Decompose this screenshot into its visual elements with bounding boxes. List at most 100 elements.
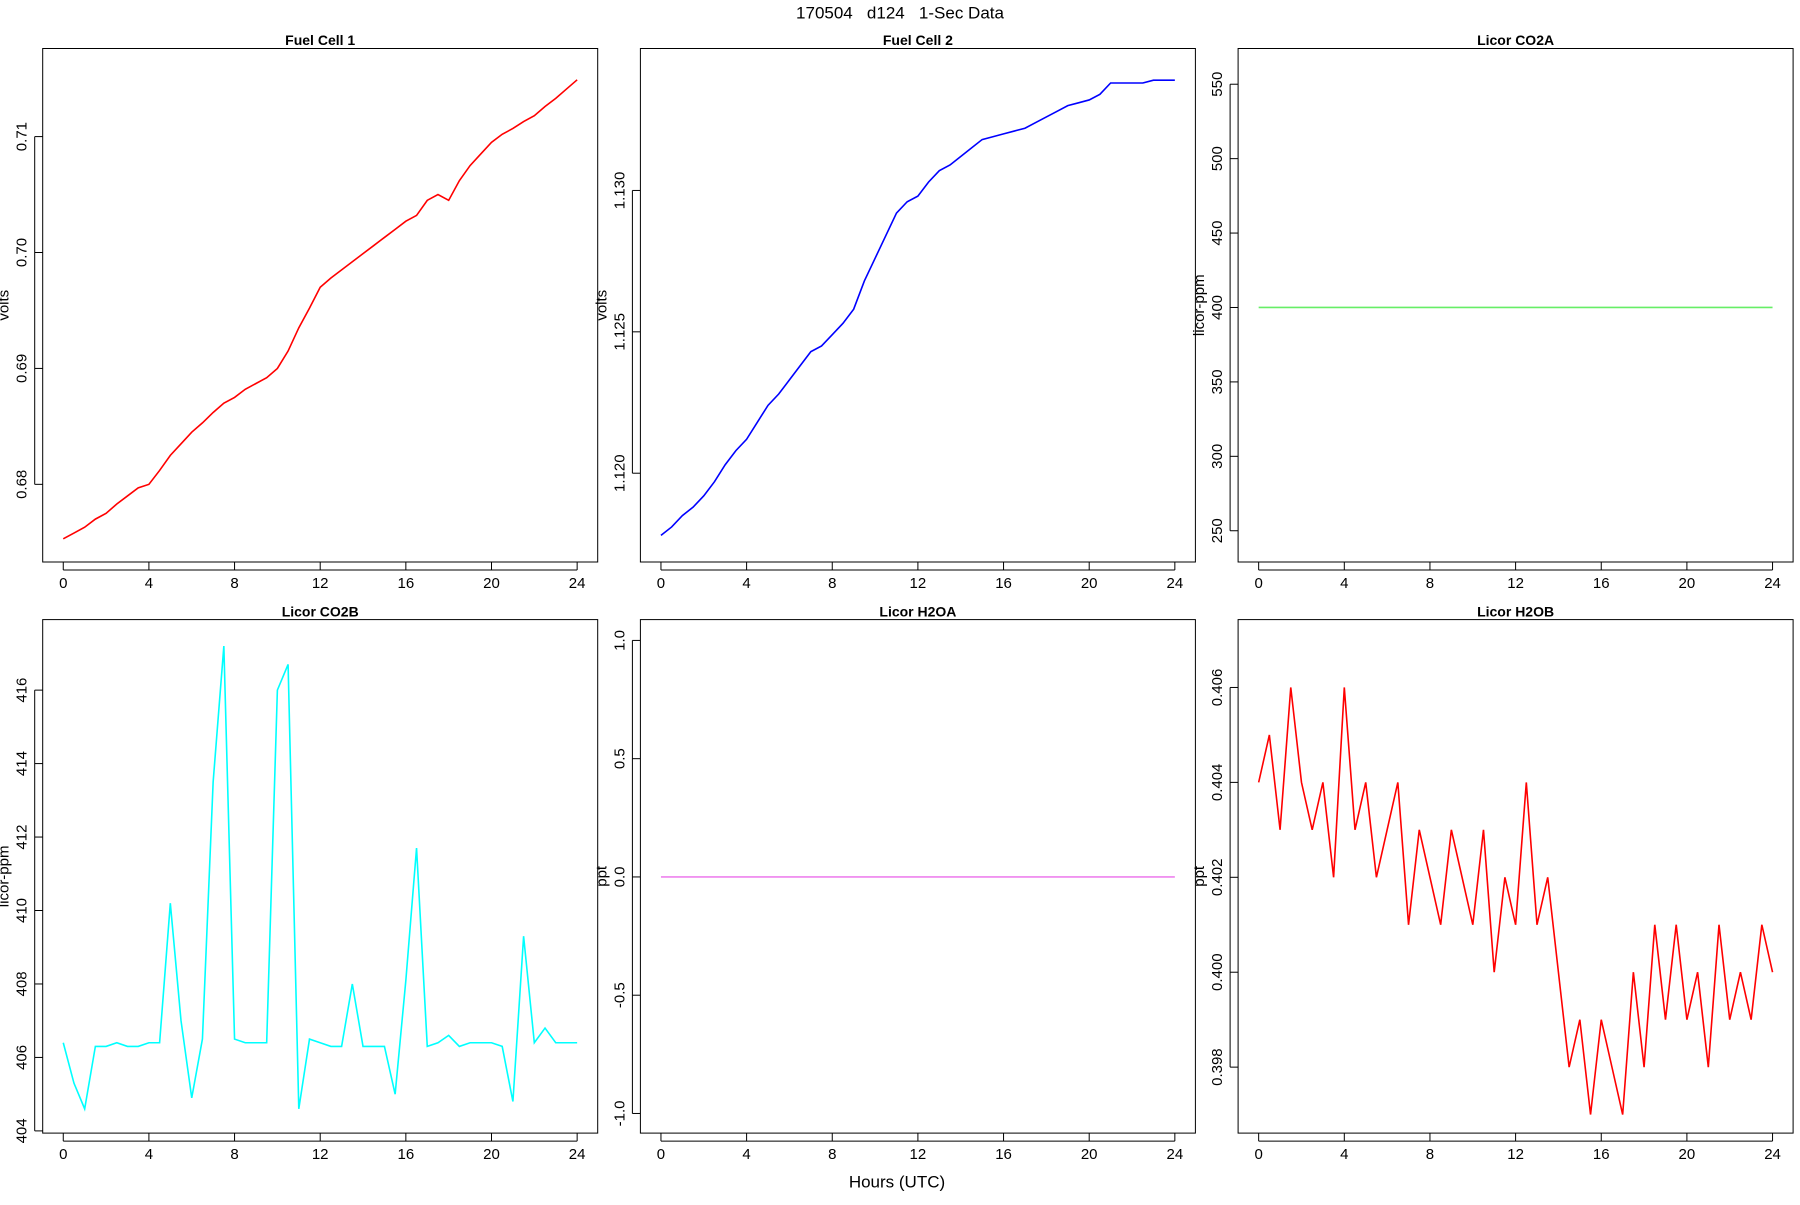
plot-frame [1237, 48, 1794, 563]
y-axis-title: ppt [593, 865, 610, 887]
panel: Licor H2OB ppt 0 4 8 12 16 20 24 0.398 0.400 0.402 0… [1191, 603, 1794, 1163]
y-axis-title: licor-ppm [1191, 274, 1208, 336]
data-line [660, 79, 1175, 537]
plot-area [62, 79, 578, 540]
panel-title: Fuel Cell 1 [285, 32, 355, 48]
y-tick-label: -1.0 [611, 1101, 628, 1127]
y-tick-label: 414 [14, 751, 31, 776]
y-tick-label: 0.404 [1209, 764, 1226, 802]
x-tick-label: 12 [910, 575, 927, 592]
x-tick-label: 16 [1593, 575, 1610, 592]
x-tick-label: 16 [1593, 1146, 1610, 1163]
x-tick-label: 20 [1679, 1146, 1696, 1163]
y-tick-label: 1.130 [611, 172, 628, 210]
data-line [1257, 687, 1774, 1115]
x-tick-label: 16 [398, 575, 415, 592]
y-tick-label: 0.71 [14, 122, 31, 151]
y-tick-label: 500 [1209, 146, 1226, 171]
x-tick-label: 24 [569, 575, 586, 592]
y-tick-label: 406 [14, 1045, 31, 1070]
panel: Licor CO2B licor-ppm 0 4 8 12 16 20 24 404 406 408 4… [0, 603, 599, 1163]
x-tick-label: 24 [1764, 575, 1781, 592]
y-axis-title: volts [593, 290, 610, 321]
panel-title: Licor H2OB [1477, 603, 1554, 619]
panel: Fuel Cell 2 volts 0 4 8 12 16 20 24 1.120 1.125 1.1… [593, 32, 1196, 592]
x-tick-label: 8 [828, 575, 836, 592]
y-tick-label: 0.406 [1209, 669, 1226, 707]
x-tick-label: 8 [230, 575, 238, 592]
x-tick-label: 4 [742, 1146, 750, 1163]
figure-title: 170504 d124 1-Sec Data [796, 3, 1004, 22]
y-tick-label: 410 [14, 898, 31, 923]
x-tick-label: 12 [1507, 1146, 1524, 1163]
y-tick-label: 350 [1209, 369, 1226, 394]
x-tick-label: 20 [483, 1146, 500, 1163]
panel-title: Licor CO2B [282, 603, 359, 619]
y-tick-label: -0.5 [611, 982, 628, 1008]
y-tick-label: 0.68 [14, 470, 31, 499]
y-tick-label: 0.400 [1209, 953, 1226, 991]
x-tick-label: 4 [145, 575, 153, 592]
x-tick-label: 0 [59, 575, 67, 592]
plot-frame [639, 619, 1196, 1134]
y-tick-label: 416 [14, 678, 31, 703]
x-tick-label: 16 [995, 575, 1012, 592]
panel: Licor CO2A licor-ppm 0 4 8 12 16 20 24 250 300 350 4… [1191, 32, 1794, 592]
x-tick-label: 12 [312, 1146, 329, 1163]
plot-frame [639, 48, 1196, 563]
x-axis-title: Hours (UTC) [849, 1172, 945, 1191]
y-axis-title: ppt [1191, 865, 1208, 887]
y-axis-title: volts [0, 290, 13, 321]
x-tick-label: 0 [59, 1146, 67, 1163]
y-tick-label: 0.0 [611, 867, 628, 888]
x-tick-label: 20 [1081, 575, 1098, 592]
x-tick-label: 12 [312, 575, 329, 592]
x-tick-label: 0 [657, 1146, 665, 1163]
y-tick-label: 0.70 [14, 238, 31, 267]
x-tick-label: 8 [828, 1146, 836, 1163]
x-tick-label: 0 [1254, 1146, 1262, 1163]
y-axis-title: licor-ppm [0, 846, 13, 908]
plot-area [660, 79, 1175, 537]
plot-frame [42, 619, 599, 1134]
x-tick-label: 20 [483, 575, 500, 592]
y-tick-label: 0.398 [1209, 1048, 1226, 1086]
plot-area [62, 645, 578, 1112]
y-tick-label: 250 [1209, 518, 1226, 543]
x-tick-label: 4 [742, 575, 750, 592]
y-tick-label: 550 [1209, 72, 1226, 97]
y-tick-label: 0.5 [611, 748, 628, 769]
panel-title: Licor CO2A [1477, 32, 1554, 48]
panel-title: Fuel Cell 2 [883, 32, 953, 48]
y-tick-label: 400 [1209, 295, 1226, 320]
y-tick-label: 408 [14, 971, 31, 996]
y-tick-label: 404 [14, 1118, 31, 1143]
x-tick-label: 24 [1764, 1146, 1781, 1163]
x-tick-label: 0 [657, 575, 665, 592]
x-tick-label: 16 [995, 1146, 1012, 1163]
x-tick-label: 4 [1340, 1146, 1348, 1163]
panel-title: Licor H2OA [879, 603, 956, 619]
x-tick-label: 24 [1167, 575, 1184, 592]
y-tick-label: 0.69 [14, 354, 31, 383]
y-tick-label: 1.125 [611, 313, 628, 351]
x-tick-label: 20 [1081, 1146, 1098, 1163]
x-tick-label: 12 [1507, 575, 1524, 592]
x-tick-label: 12 [910, 1146, 927, 1163]
panel: Fuel Cell 1 volts 0 4 8 12 16 20 24 0.68 0.69 0.70 0… [0, 32, 599, 592]
panel: Licor H2OA ppt 0 4 8 12 16 20 24 -1.0 -0.5 0.0 0.5 1.… [593, 603, 1196, 1163]
x-tick-label: 16 [398, 1146, 415, 1163]
y-tick-label: 1.0 [611, 630, 628, 651]
x-tick-label: 4 [1340, 575, 1348, 592]
x-tick-label: 4 [145, 1146, 153, 1163]
x-tick-label: 24 [569, 1146, 586, 1163]
x-tick-label: 8 [230, 1146, 238, 1163]
data-line [62, 79, 578, 540]
y-tick-label: 1.120 [611, 454, 628, 492]
plot-area [1257, 687, 1774, 1115]
y-tick-label: 450 [1209, 221, 1226, 246]
x-tick-label: 24 [1167, 1146, 1184, 1163]
y-tick-label: 0.402 [1209, 859, 1226, 897]
